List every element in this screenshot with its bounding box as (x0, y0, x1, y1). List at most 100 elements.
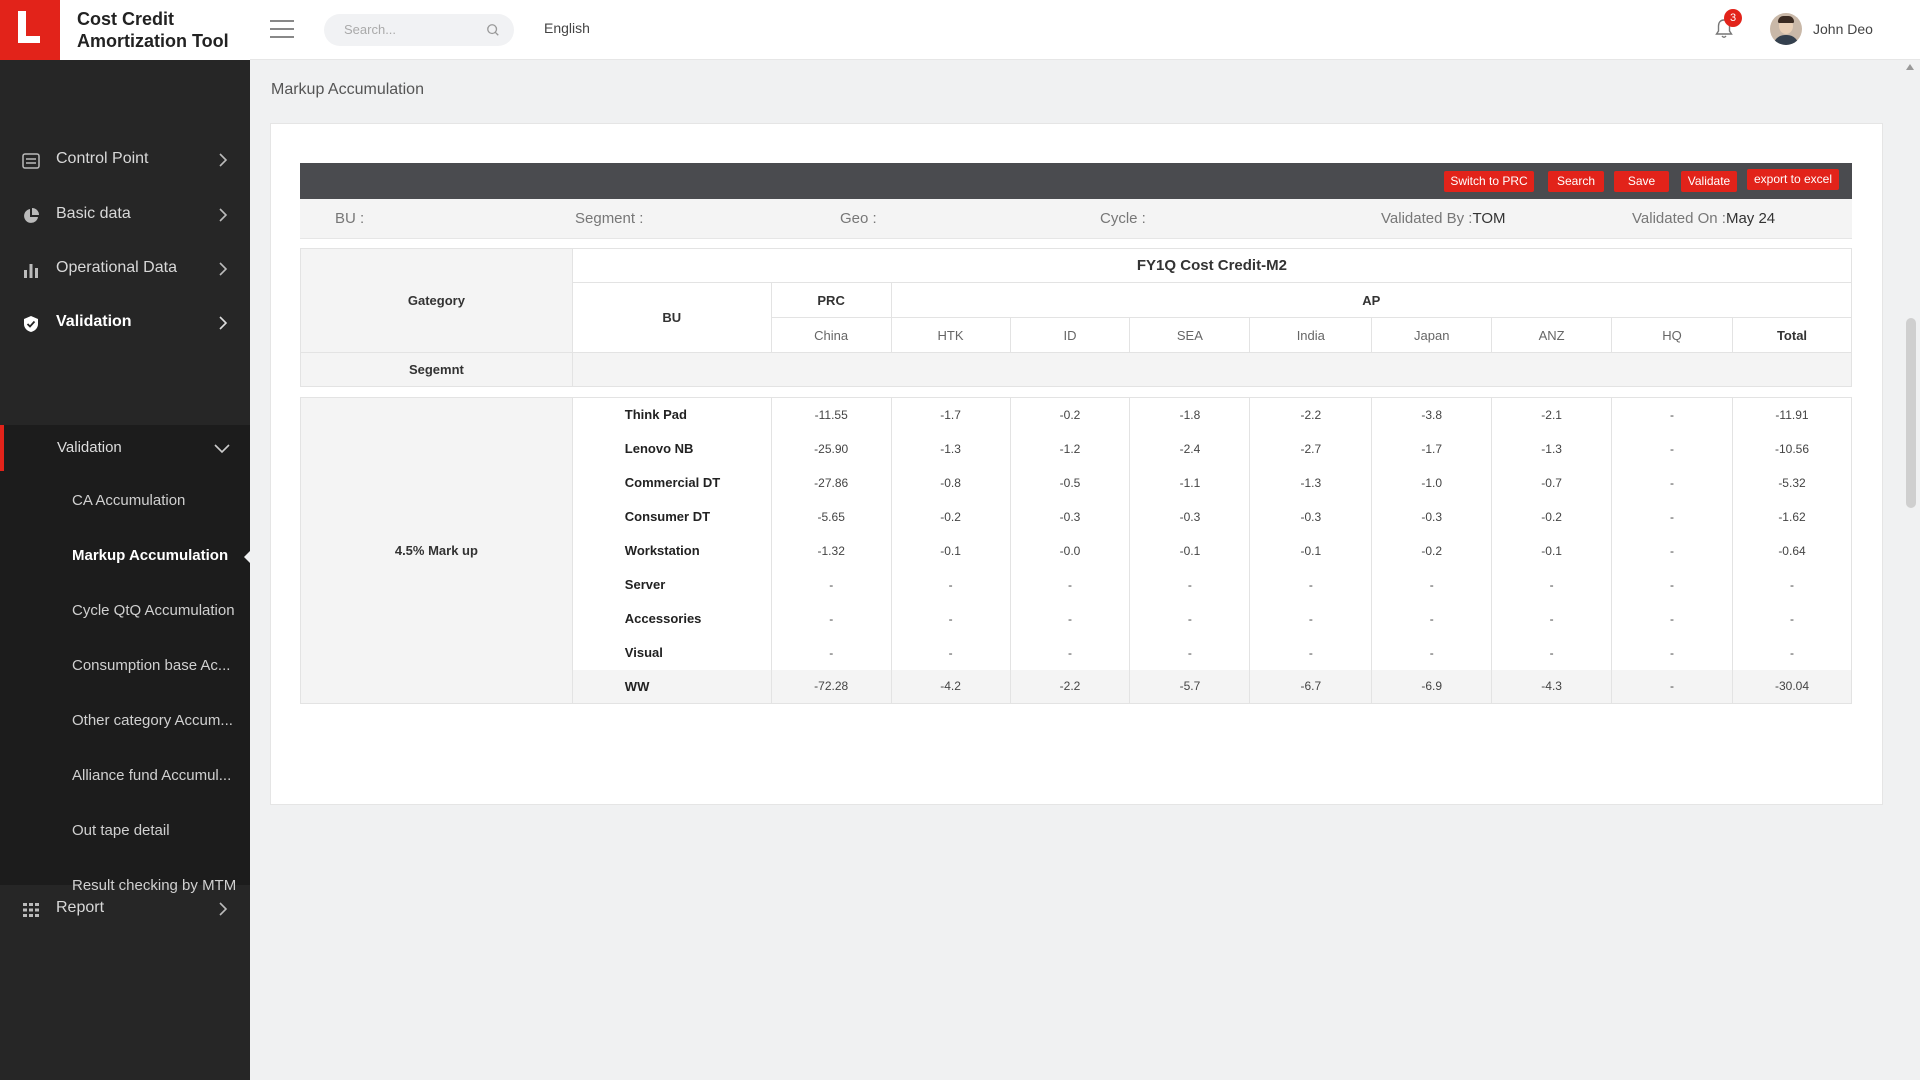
value-cell: -1.7 (890, 397, 1011, 432)
sidebar-item-basic-data[interactable]: Basic data (0, 192, 250, 238)
submenu-item-consumption-base[interactable]: Consumption base Ac... (72, 657, 231, 674)
value-cell: - (1009, 601, 1131, 636)
search-input[interactable] (344, 22, 474, 37)
sidebar-item-label: Control Point (56, 150, 149, 167)
value-cell: -2.4 (1129, 431, 1251, 466)
menu-toggle-icon[interactable] (270, 20, 294, 38)
search-icon[interactable] (486, 23, 500, 37)
value-cell: - (1249, 567, 1373, 602)
sidebar-item-control-point[interactable]: Control Point (0, 137, 250, 183)
submenu-item-markup-accumulation[interactable]: Markup Accumulation (72, 547, 228, 564)
value-cell: -4.2 (890, 669, 1011, 704)
validation-submenu: Validation CA Accumulation Markup Accumu… (0, 425, 251, 894)
user-name[interactable]: John Deo (1813, 21, 1873, 37)
value-cell: - (770, 567, 892, 602)
value-cell: - (1731, 601, 1853, 636)
value-cell: -0.3 (1009, 499, 1131, 534)
value-cell: -1.1 (1129, 465, 1251, 500)
pie-chart-icon (24, 208, 39, 223)
value-cell: -0.2 (1491, 499, 1613, 534)
value-cell: - (770, 601, 892, 636)
save-button[interactable]: Save (1614, 171, 1669, 192)
grid-icon (23, 903, 39, 917)
lenovo-logo[interactable] (0, 0, 60, 60)
sidebar-item-label: Validation (56, 313, 132, 330)
bu-header: BU (571, 282, 772, 353)
value-cell: -11.91 (1731, 397, 1853, 432)
column-header: China (770, 317, 892, 353)
data-table: 4.5% Mark up Think Pad -11.55 -1.7 -0.2 -1.8-… (300, 397, 1853, 704)
value-cell: -0.64 (1731, 533, 1853, 568)
bu-cell: Think Pad (571, 397, 772, 432)
value-cell: -5.65 (770, 499, 892, 534)
value-cell: -0.2 (890, 499, 1011, 534)
table-row: Accessories - - - - - - - - - (301, 601, 1853, 636)
value-cell: -0.2 (1371, 533, 1493, 568)
value-cell: - (770, 635, 892, 670)
active-pointer (244, 550, 251, 564)
avatar[interactable] (1770, 13, 1802, 45)
value-cell: - (1611, 635, 1733, 670)
submenu-item-ca-accumulation[interactable]: CA Accumulation (72, 492, 186, 509)
value-cell: - (1129, 635, 1251, 670)
submenu-validation-header[interactable]: Validation (0, 425, 250, 471)
value-cell: - (1611, 431, 1733, 466)
scroll-up-arrow[interactable] (1906, 64, 1914, 70)
value-cell: - (1611, 533, 1733, 568)
value-cell: -0.5 (1009, 465, 1131, 500)
submenu-item-out-tape-detail[interactable]: Out tape detail (72, 822, 170, 839)
validate-button[interactable]: Validate (1681, 171, 1737, 192)
value-cell: -27.86 (770, 465, 892, 500)
export-to-excel-button[interactable]: export to excel (1747, 169, 1839, 190)
geo-filter[interactable]: Geo : (840, 210, 877, 227)
list-icon (22, 153, 40, 169)
validated-by-label: Validated By : (1381, 210, 1473, 227)
column-header: Japan (1371, 317, 1493, 353)
chevron-right-icon (219, 316, 228, 330)
value-cell: - (1129, 567, 1251, 602)
scrollbar[interactable] (1906, 318, 1916, 508)
value-cell: - (1371, 601, 1493, 636)
table-row: Consumer DT -5.65 -0.2 -0.3 -0.3 -0.3 -0.3 -0.2… (301, 499, 1853, 534)
value-cell: -5.7 (1129, 669, 1251, 704)
column-header: ANZ (1491, 317, 1613, 353)
action-toolbar: Switch to PRC Search Save Validate expor… (300, 163, 1852, 199)
language-selector[interactable]: English (544, 20, 590, 36)
column-header: HTK (890, 317, 1011, 353)
search-button[interactable]: Search (1548, 171, 1604, 192)
value-cell: -1.7 (1371, 431, 1493, 466)
sidebar-item-report[interactable]: Report (0, 886, 250, 932)
submenu-item-alliance-fund[interactable]: Alliance fund Accumul... (72, 767, 232, 784)
table-row: Commercial DT -27.86 -0.8 -0.5 -1.1 -1.3 -1.0-… (301, 465, 1853, 500)
submenu-item-other-category[interactable]: Other category Accum... (72, 712, 233, 729)
submenu-item-result-checking[interactable]: Result checking by MTM (72, 877, 237, 894)
submenu-item-label: Markup Accumulation (72, 547, 229, 564)
value-cell: -0.3 (1129, 499, 1251, 534)
switch-to-prc-button[interactable]: Switch to PRC (1444, 171, 1534, 192)
sidebar-item-operational-data[interactable]: Operational Data (0, 246, 250, 292)
value-cell: -1.8 (1129, 397, 1251, 432)
value-cell: -0.8 (890, 465, 1011, 500)
chevron-right-icon (219, 262, 228, 276)
column-header: India (1249, 317, 1373, 353)
value-cell: -1.62 (1731, 499, 1853, 534)
cycle-filter[interactable]: Cycle : (1100, 210, 1146, 227)
bu-filter[interactable]: BU : (335, 210, 365, 227)
value-cell: - (1491, 601, 1613, 636)
table-row: WW -72.28 -4.2 -2.2 -5.7 -6.7 -6.9 -4.3- -30.04 (301, 669, 1853, 704)
value-cell: -0.1 (1491, 533, 1613, 568)
bu-cell: Server (571, 567, 772, 602)
notification-badge: 3 (1724, 9, 1742, 27)
sidebar-item-validation[interactable]: Validation (0, 300, 250, 346)
submenu-item-cycle-qtq[interactable]: Cycle QtQ Accumulation (72, 602, 235, 619)
table-row: 4.5% Mark up Think Pad -11.55 -1.7 -0.2 -1.8-… (300, 397, 1853, 704)
value-cell: - (1371, 635, 1493, 670)
sidebar-item-label: Operational Data (56, 259, 177, 276)
value-cell: -11.55 (770, 397, 892, 432)
value-cell: -2.7 (1249, 431, 1373, 466)
value-cell: -30.04 (1731, 669, 1853, 704)
value-cell: -5.32 (1731, 465, 1853, 500)
ap-group-header: AP (890, 282, 1853, 318)
segment-filter[interactable]: Segment : (575, 210, 644, 227)
table-row: Lenovo NB -25.90 -1.3 -1.2 -2.4 -2.7 -1.7 -1.3-… (301, 431, 1853, 466)
